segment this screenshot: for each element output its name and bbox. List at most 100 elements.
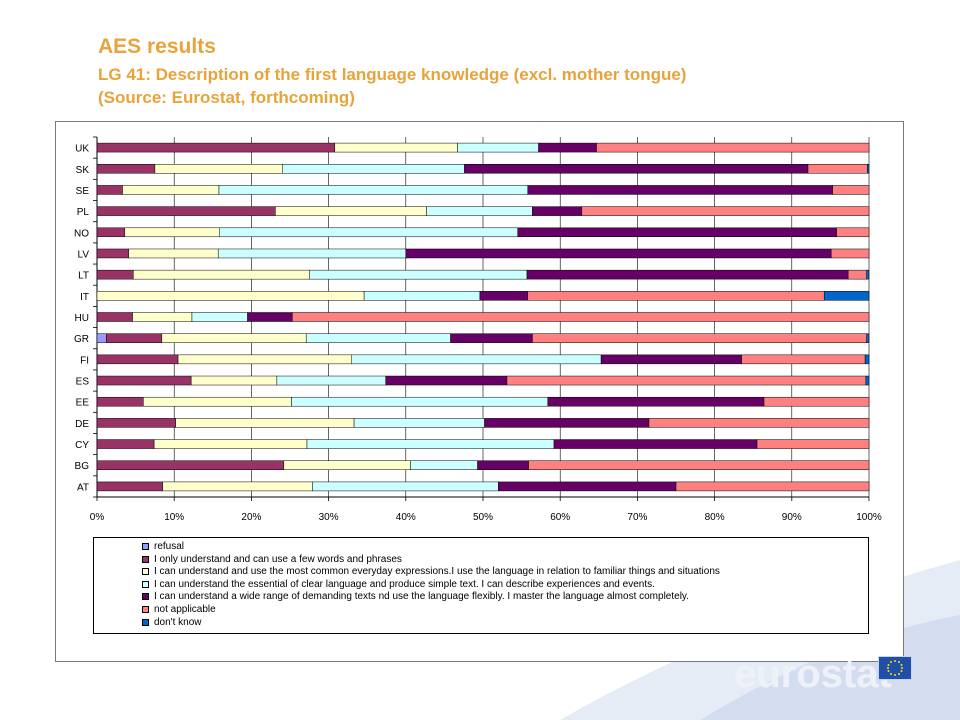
bar-segment-bg-s1 xyxy=(96,460,285,470)
category-label-sk: SK xyxy=(76,165,90,176)
category-label-hu: HU xyxy=(75,313,89,324)
bar-segment-cy-s1 xyxy=(96,439,155,449)
bar-segment-se-s5 xyxy=(832,185,870,195)
bar-segment-at-s5 xyxy=(675,481,870,492)
bar-segment-sk-s6 xyxy=(867,164,870,174)
bar-segment-cy-s3 xyxy=(306,439,555,449)
bar-segment-se-s1 xyxy=(96,185,123,195)
category-label-fi: FI xyxy=(80,355,89,366)
category-label-uk: UK xyxy=(75,144,89,155)
legend-item: refusal xyxy=(142,541,184,553)
bar-segment-at-s2 xyxy=(162,481,313,492)
x-tick-label: 90% xyxy=(782,512,802,523)
x-tick-label: 10% xyxy=(164,512,184,523)
bar-segment-no-s2 xyxy=(124,227,220,238)
bar-segment-sk-s4 xyxy=(464,164,809,174)
legend-swatch xyxy=(142,568,149,576)
bar-segment-lt-s5 xyxy=(847,269,867,280)
bar-segment-es-s3 xyxy=(276,375,386,386)
bar-segment-gr-s3 xyxy=(305,333,451,343)
bar-segment-lt-s6 xyxy=(866,269,870,280)
bar-segment-lt-s4 xyxy=(526,269,849,280)
legend-swatch xyxy=(142,593,149,601)
bar-segment-lv-s4 xyxy=(405,248,832,259)
bar-segment-de-s3 xyxy=(353,418,485,428)
legend-item: I can understand the essential of clear … xyxy=(142,579,655,591)
bar-segment-it-s4 xyxy=(479,291,529,301)
bar-segment-lv-s1 xyxy=(96,248,129,259)
bar-segment-uk-s3 xyxy=(457,142,539,153)
bar-segment-se-s3 xyxy=(218,185,529,195)
legend-swatch xyxy=(142,543,149,550)
bar-segment-gr-s1 xyxy=(106,333,163,343)
logo-wordmark: eurostat xyxy=(734,652,892,696)
category-label-de: DE xyxy=(75,419,89,430)
title-block: AES results LG 41: Description of the fi… xyxy=(98,34,938,109)
legend-swatch xyxy=(142,618,149,626)
bar-segment-pl-s3 xyxy=(426,206,533,216)
category-label-ee: EE xyxy=(76,398,90,409)
page-source: (Source: Eurostat, forthcoming) xyxy=(98,88,355,107)
x-tick-label: 100% xyxy=(856,512,882,523)
bar-segment-bg-s3 xyxy=(410,460,478,470)
bar-segment-uk-s2 xyxy=(334,142,458,153)
bar-segment-cy-s2 xyxy=(153,439,308,449)
eurostat-logo: eurostat xyxy=(720,650,920,710)
bar-segment-uk-s4 xyxy=(538,142,597,153)
bar-segment-ee-s3 xyxy=(291,396,549,407)
bar-segment-de-s5 xyxy=(648,418,870,428)
legend-label: I can understand a wide range of demandi… xyxy=(154,591,689,603)
bar-segment-sk-s1 xyxy=(96,164,156,174)
category-label-lv: LV xyxy=(78,249,90,260)
bar-segment-lt-s3 xyxy=(309,269,528,280)
bar-segment-hu-s5 xyxy=(292,312,870,322)
bar-segment-gr-s4 xyxy=(450,333,533,343)
category-label-it: IT xyxy=(80,292,89,303)
bar-segment-cy-s4 xyxy=(553,439,758,449)
chart-legend: refusal I only understand and can use a f… xyxy=(93,537,869,634)
bar-segment-es-s6 xyxy=(865,375,870,386)
bar-segment-hu-s3 xyxy=(191,312,248,322)
bar-segment-es-s4 xyxy=(385,375,508,386)
x-tick-label: 0% xyxy=(90,512,105,523)
bar-segment-gr-s0 xyxy=(96,333,107,343)
bar-segment-fi-s6 xyxy=(864,354,870,365)
x-tick-label: 70% xyxy=(627,512,647,523)
bar-segment-ee-s2 xyxy=(143,396,292,407)
bar-segment-se-s2 xyxy=(122,185,220,195)
category-label-se: SE xyxy=(76,186,90,197)
bar-segment-lt-s1 xyxy=(96,269,134,280)
bar-segment-uk-s5 xyxy=(596,142,870,153)
bar-segment-cy-s5 xyxy=(756,439,870,449)
legend-swatch xyxy=(142,555,149,563)
bar-segment-fi-s2 xyxy=(177,354,353,365)
bar-segment-it-s6 xyxy=(823,291,870,301)
bar-segment-pl-s2 xyxy=(275,206,427,216)
bar-segment-hu-s4 xyxy=(247,312,293,322)
category-label-bg: BG xyxy=(75,461,90,472)
bar-segment-es-s1 xyxy=(96,375,192,386)
page-subtitle: LG 41: Description of the first language… xyxy=(98,65,687,84)
bar-segment-no-s1 xyxy=(96,227,126,238)
bar-segment-pl-s4 xyxy=(532,206,583,216)
legend-label: I only understand and can use a few word… xyxy=(154,553,402,565)
x-tick-label: 20% xyxy=(241,512,261,523)
legend-label: I can understand and use the most common… xyxy=(154,566,720,578)
legend-item: I can understand a wide range of demandi… xyxy=(142,591,689,603)
x-tick-label: 30% xyxy=(319,512,339,523)
bar-segment-fi-s3 xyxy=(351,354,602,365)
bar-segment-it-s3 xyxy=(363,291,481,301)
bar-segment-hu-s2 xyxy=(132,312,193,322)
bar-segment-bg-s2 xyxy=(283,460,411,470)
x-tick-label: 40% xyxy=(396,512,416,523)
bar-segment-at-s3 xyxy=(312,481,499,492)
bar-segment-no-s3 xyxy=(219,227,518,238)
x-tick-label: 60% xyxy=(550,512,570,523)
category-label-gr: GR xyxy=(74,334,89,345)
bar-segment-fi-s4 xyxy=(600,354,742,365)
category-label-lt: LT xyxy=(78,271,89,282)
legend-label: don't know xyxy=(154,616,202,628)
bar-segment-gr-s6 xyxy=(866,333,870,343)
bar-segment-de-s4 xyxy=(484,418,650,428)
